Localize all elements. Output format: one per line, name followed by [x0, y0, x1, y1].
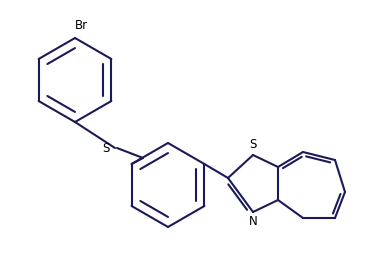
Text: Br: Br: [75, 19, 88, 32]
Text: S: S: [249, 138, 257, 151]
Text: S: S: [102, 141, 110, 154]
Text: N: N: [249, 215, 257, 228]
